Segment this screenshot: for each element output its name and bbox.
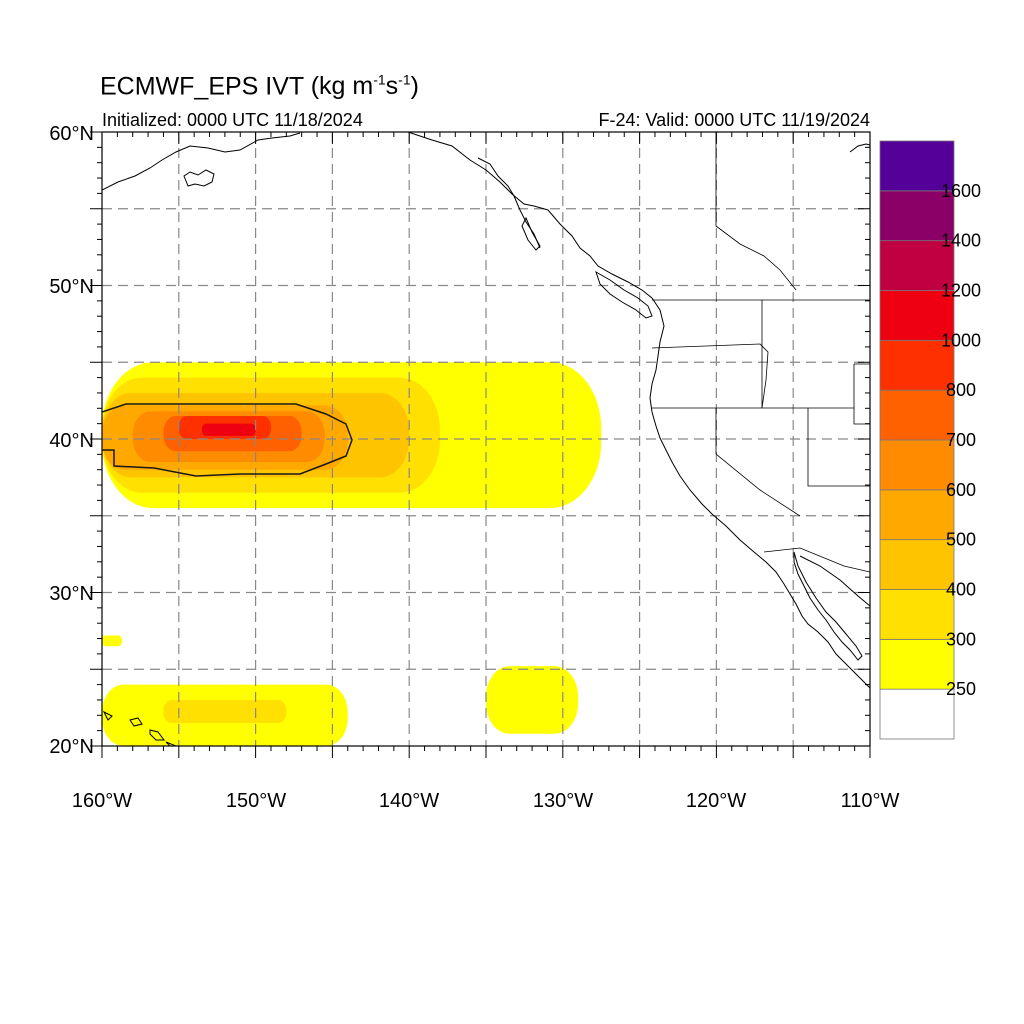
colorbar-swatch bbox=[879, 638, 955, 690]
colorbar-swatch bbox=[879, 489, 955, 541]
ivt-region bbox=[163, 699, 287, 723]
y-axis-labels: 20°N 30°N 40°N 50°N 60°N bbox=[49, 123, 94, 758]
wa-or-border bbox=[651, 343, 769, 409]
ivt-contour bbox=[102, 403, 353, 477]
x-axis-labels: 160°W 150°W 140°W 130°W 120°W 110°W bbox=[72, 790, 900, 812]
gridlines bbox=[102, 132, 870, 746]
alaska-coast bbox=[102, 132, 301, 191]
x-tick-label: 110°W bbox=[841, 790, 900, 812]
colorbar-label: 400 bbox=[946, 580, 976, 600]
y-tick-label: 50°N bbox=[49, 276, 94, 298]
valid-time-label: F-24: Valid: 0000 UTC 11/19/2024 bbox=[598, 110, 871, 130]
y-tick-label: 60°N bbox=[49, 123, 94, 145]
title-text: ECMWF_EPS IVT bbox=[100, 72, 304, 101]
vancouver-island bbox=[595, 270, 653, 319]
hudson-coast bbox=[849, 143, 870, 153]
ivt-region bbox=[102, 635, 122, 647]
bc-alberta-border bbox=[715, 132, 797, 291]
colorbar-label: 600 bbox=[946, 480, 976, 500]
ivt-region bbox=[486, 666, 579, 734]
y-tick-label: 20°N bbox=[49, 736, 94, 758]
baja-california bbox=[793, 551, 863, 661]
colorbar-label: 250 bbox=[946, 679, 976, 699]
axis-ticks bbox=[90, 131, 871, 758]
x-tick-label: 140°W bbox=[379, 790, 439, 812]
state-boundaries bbox=[651, 132, 870, 573]
colorbar-label: 1200 bbox=[941, 281, 981, 301]
colorbar-swatch bbox=[879, 339, 955, 391]
colorbar-label: 500 bbox=[946, 530, 976, 550]
colorbar-swatch bbox=[879, 290, 955, 341]
x-tick-label: 150°W bbox=[226, 790, 286, 812]
colorbar-label: 700 bbox=[946, 430, 976, 450]
nv-ut-az-border bbox=[807, 408, 870, 487]
initialized-label: Initialized: 0000 UTC 11/18/2024 bbox=[102, 110, 363, 130]
colorbar-label: 1600 bbox=[941, 181, 981, 201]
colorbar-swatch bbox=[879, 439, 955, 491]
ivt-field bbox=[102, 362, 602, 746]
colorbar-swatch bbox=[879, 140, 955, 192]
us-mexico-border bbox=[763, 547, 870, 573]
x-tick-label: 160°W bbox=[72, 790, 132, 812]
kodiak-island bbox=[183, 169, 215, 187]
ivt-region bbox=[201, 423, 256, 436]
colorbar-swatch bbox=[879, 589, 955, 640]
wy-border bbox=[853, 363, 870, 425]
colorbar-label: 1400 bbox=[941, 231, 981, 251]
y-tick-label: 40°N bbox=[49, 430, 94, 452]
colorbar: 250 300 400 500 600 700 800 1000 1200 1400 1600 bbox=[879, 140, 981, 740]
map-title: ECMWF_EPS IVT (kg m-1s-1) bbox=[100, 72, 419, 101]
west-coast bbox=[407, 132, 870, 689]
colorbar-label: 1000 bbox=[941, 330, 981, 350]
ca-nv-border bbox=[715, 408, 801, 517]
title-units: (kg m-1s-1) bbox=[310, 72, 419, 101]
colorbar-swatch bbox=[879, 688, 955, 740]
y-tick-label: 30°N bbox=[49, 583, 94, 605]
x-tick-label: 130°W bbox=[533, 790, 593, 812]
x-tick-label: 120°W bbox=[686, 790, 746, 812]
coastlines bbox=[102, 132, 870, 746]
colorbar-swatch bbox=[879, 190, 955, 242]
colorbar-swatch bbox=[879, 389, 955, 441]
colorbar-label: 300 bbox=[946, 629, 976, 649]
colorbar-swatch bbox=[879, 539, 955, 590]
gulf-of-california bbox=[799, 555, 870, 607]
colorbar-label: 800 bbox=[946, 380, 976, 400]
haida-gwaii bbox=[521, 216, 541, 251]
hawaiian-islands bbox=[102, 710, 178, 746]
